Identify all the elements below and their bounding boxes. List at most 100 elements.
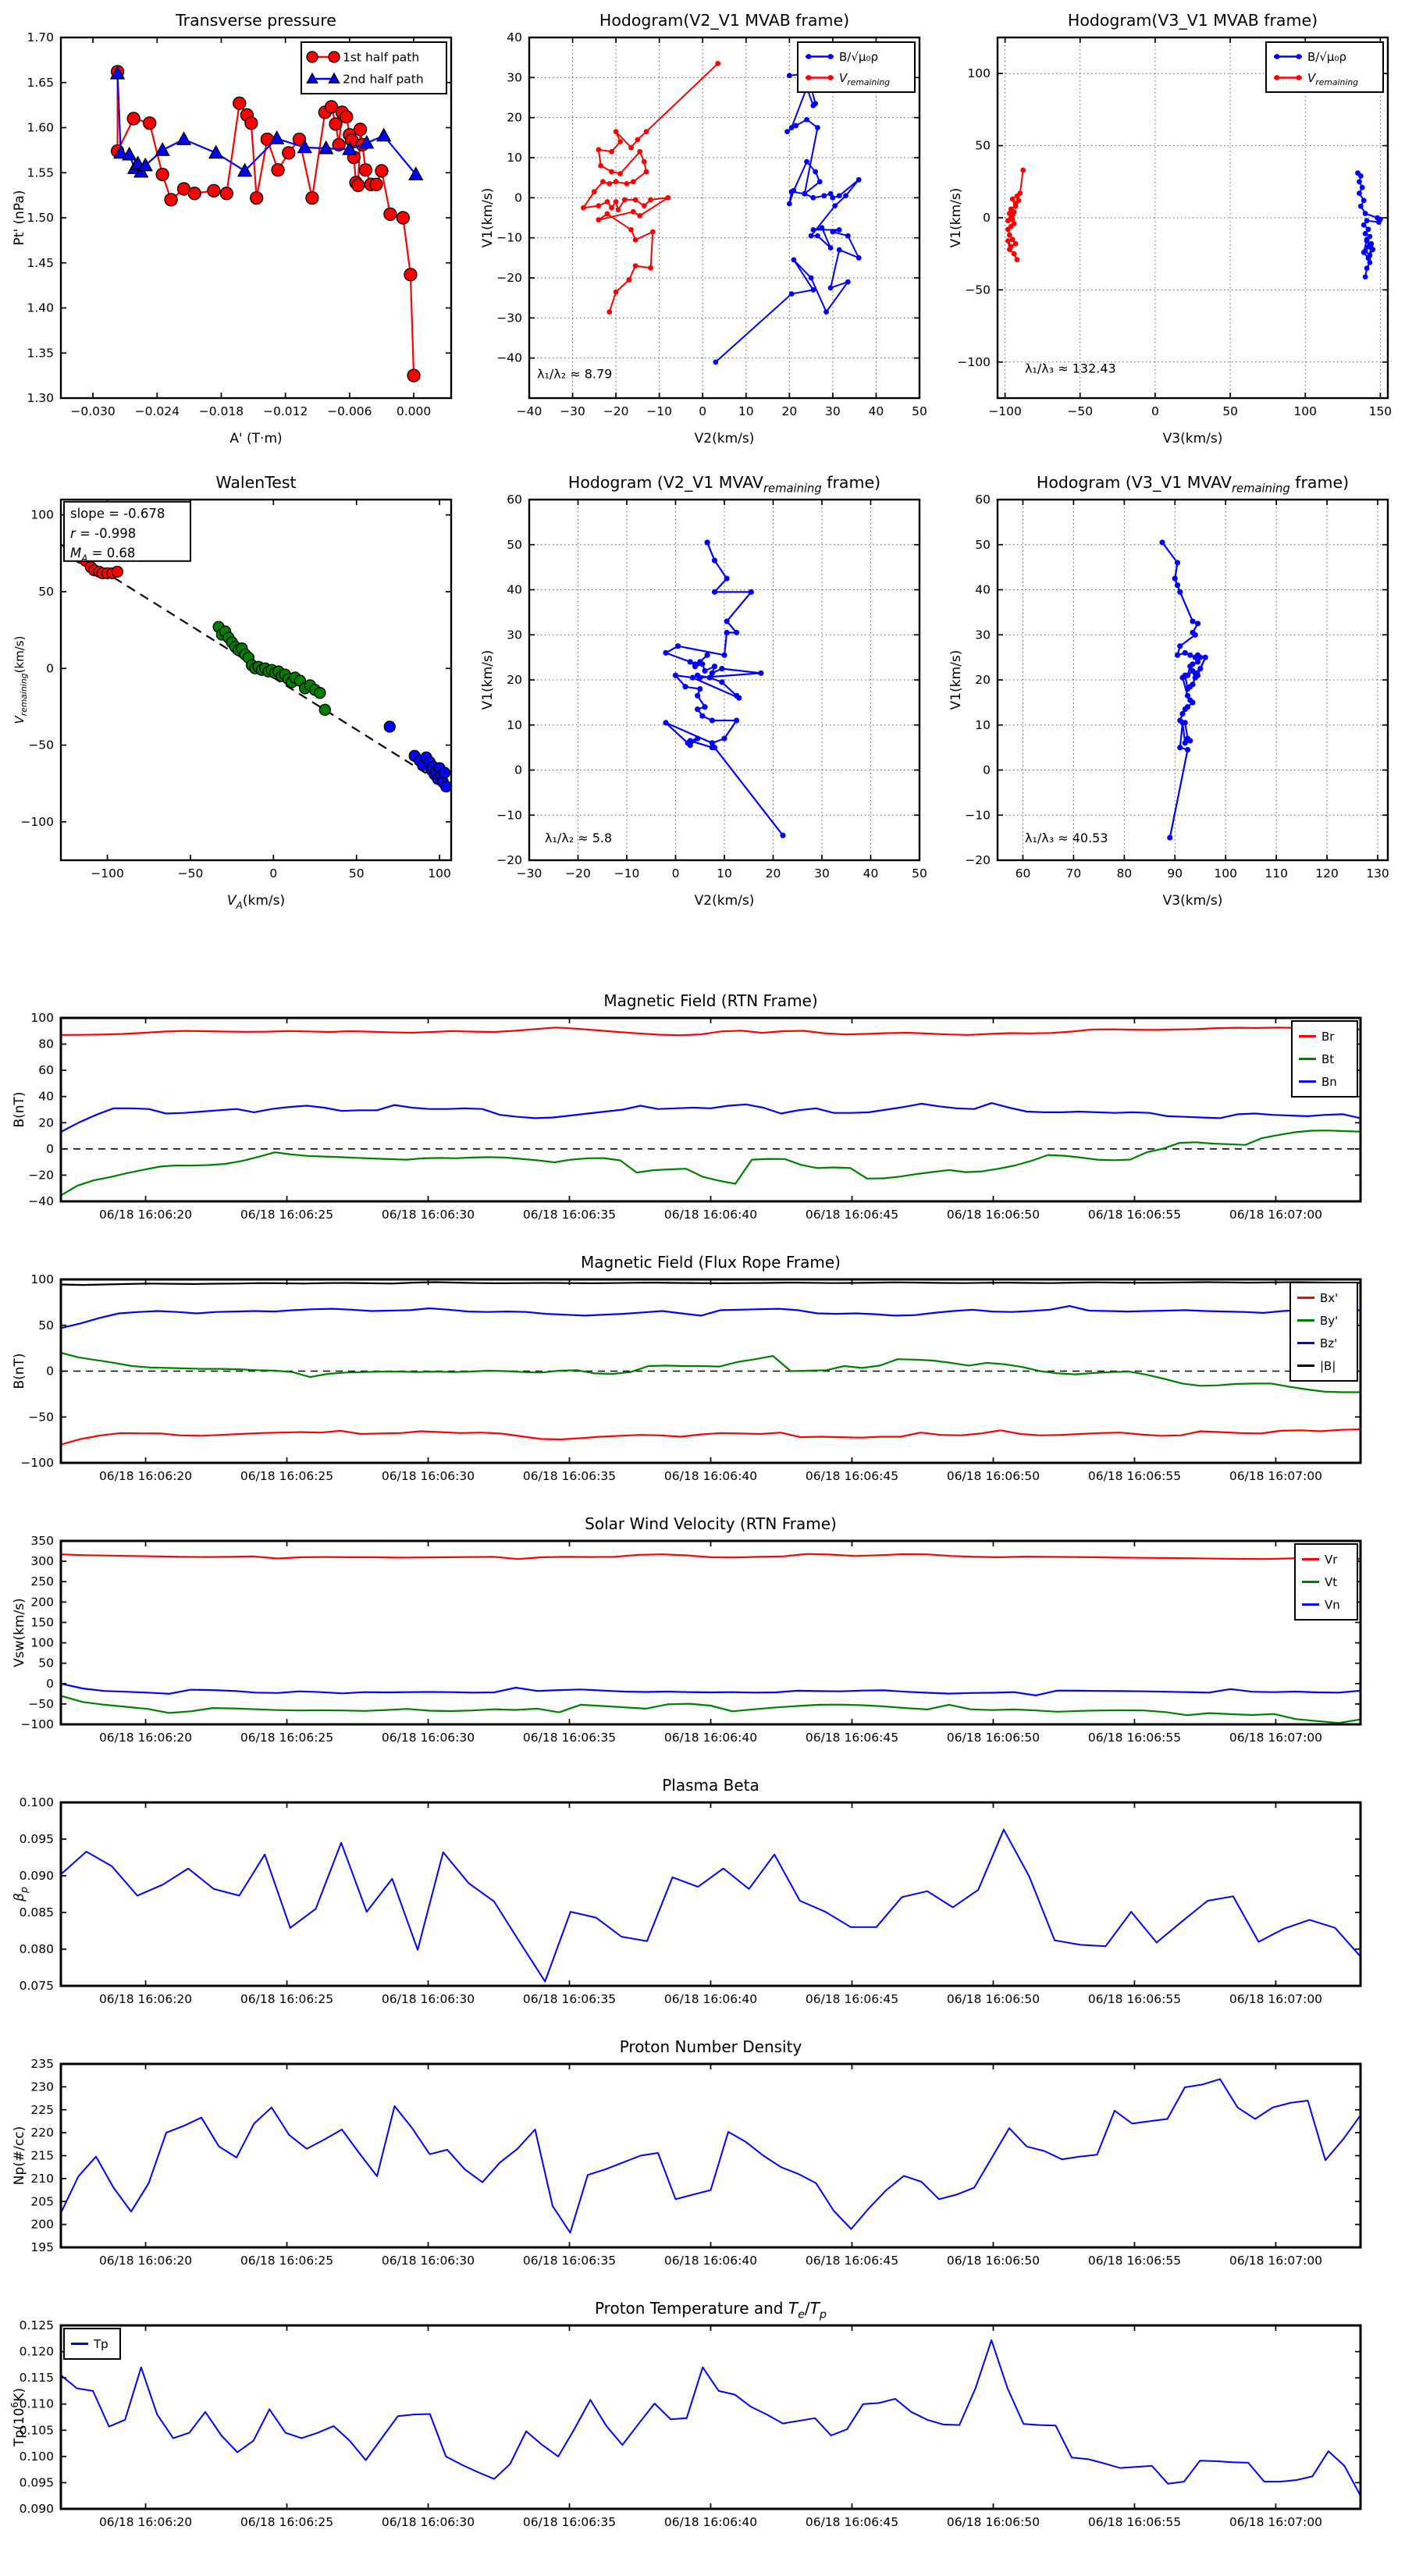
- triangle-marker: [137, 157, 153, 172]
- proton-temperature-svg: 06/18 16:06:20 06/18 16:06:25 06/18 16:06:…: [9, 2299, 1362, 2529]
- y-tick-label: 0.090: [20, 1869, 54, 1883]
- dot-marker: [827, 245, 834, 251]
- ticks: [61, 2063, 1361, 2248]
- dot-marker: [804, 158, 809, 165]
- y-tick-label: 60: [38, 1063, 54, 1077]
- dot-marker: [810, 287, 816, 293]
- y-tick-label: −100: [20, 815, 54, 829]
- legend-label: Br: [1321, 1030, 1335, 1044]
- dot-marker: [832, 203, 838, 208]
- triangle-marker: [113, 144, 129, 159]
- y-tick-label: 50: [975, 538, 991, 552]
- dot-marker: [711, 589, 718, 595]
- y-tick-label: 20: [507, 673, 522, 687]
- x-tick-label: 100: [428, 866, 451, 881]
- y-tick-label: 225: [30, 2103, 54, 2117]
- legend-label: Vn: [1325, 1598, 1340, 1612]
- ticks: [528, 499, 920, 861]
- series-Bx': [60, 1429, 1361, 1446]
- dot-marker: [830, 229, 836, 235]
- x-tick-label: 0: [1151, 404, 1159, 418]
- dot-marker: [1362, 211, 1368, 216]
- x-tick-label: 06/18 16:06:55: [1088, 1731, 1181, 1745]
- legend-label: 2nd half path: [343, 73, 424, 87]
- plot-transverse-pressure: −0.030 −0.024 −0.018 −0.012 −0.006 0.000 1.30 1…: [0, 0, 468, 462]
- y-tick-label: 205: [30, 2194, 54, 2208]
- x-tick-label: 06/18 16:06:55: [1088, 2515, 1181, 2529]
- dot-marker: [815, 125, 820, 130]
- dot-marker: [1174, 582, 1181, 589]
- series-V: [663, 539, 786, 838]
- dot-marker: [702, 667, 708, 674]
- dot-marker: [1365, 255, 1371, 262]
- x-tick-label: 06/18 16:06:40: [664, 2254, 757, 2268]
- dot-marker: [1184, 692, 1191, 699]
- x-tick-label: 06/18 16:06:50: [947, 1208, 1040, 1222]
- dot-marker: [1005, 218, 1011, 224]
- dot-marker: [702, 704, 708, 710]
- dot-marker: [643, 129, 649, 135]
- x-tick-label: −40: [517, 404, 542, 418]
- dot-marker: [207, 183, 221, 198]
- x-tick-label: 06/18 16:06:25: [240, 1469, 333, 1483]
- dot-marker: [1005, 238, 1011, 244]
- y-axis-label: βp: [12, 1887, 30, 1902]
- x-tick-label: 06/18 16:07:00: [1229, 1469, 1322, 1483]
- dot-marker: [369, 177, 383, 191]
- dot-marker: [375, 164, 389, 178]
- ticks: [528, 37, 920, 398]
- y-tick-label: −40: [28, 1194, 54, 1208]
- dot-marker: [617, 171, 624, 176]
- series-Vn: [60, 1682, 1361, 1696]
- x-tick-label: 06/18 16:06:55: [1088, 1208, 1181, 1222]
- y-tick-label: 80: [38, 1037, 54, 1051]
- magnetic-field-flux-rope-svg: 06/18 16:06:20 06/18 16:06:25 06/18 16:06:…: [12, 1253, 1362, 1483]
- fit-line: [60, 543, 452, 790]
- y-tick-label: 0: [46, 661, 54, 675]
- y-axis-label: V1(km/s): [948, 188, 964, 248]
- y-tick-label: −100: [957, 355, 991, 369]
- x-tick-label: 50: [1222, 404, 1238, 418]
- chart-title: Solar Wind Velocity (RTN Frame): [585, 1514, 837, 1533]
- dot-marker: [1184, 746, 1191, 753]
- chart-title: Plasma Beta: [662, 1776, 759, 1795]
- series-Vremaining: [1005, 167, 1026, 262]
- x-tick-label: 06/18 16:06:45: [806, 2254, 898, 2268]
- x-tick-label: −100: [91, 866, 124, 881]
- legend-label: Vr: [1325, 1553, 1338, 1567]
- triangle-marker: [208, 144, 224, 159]
- dot-marker: [332, 137, 346, 152]
- x-tick-label: 0: [699, 404, 706, 418]
- dot-marker: [1184, 685, 1191, 692]
- dot-marker: [1159, 539, 1165, 546]
- legend: B/√μ₀ρ Vremaining: [1265, 41, 1384, 93]
- y-tick-label: 200: [30, 2218, 54, 2232]
- dot-marker: [813, 101, 819, 107]
- x-tick-label: 130: [1366, 866, 1389, 881]
- y-tick-label: 50: [975, 139, 991, 153]
- dot-marker: [836, 247, 842, 253]
- dot-marker: [665, 194, 671, 201]
- y-tick-label: 60: [507, 493, 522, 507]
- dot-marker: [314, 687, 326, 699]
- x-tick-label: −20: [603, 404, 629, 418]
- dot-marker: [836, 227, 842, 233]
- dot-marker: [827, 190, 834, 197]
- dot-marker: [1014, 193, 1020, 199]
- x-tick-label: 06/18 16:06:35: [523, 2515, 616, 2529]
- x-axis-label: V3(km/s): [1163, 893, 1223, 909]
- y-axis-label: Vsw(km/s): [12, 1598, 27, 1667]
- triangle-marker: [237, 162, 253, 177]
- dot-marker: [1202, 654, 1208, 660]
- dot-marker: [843, 193, 848, 199]
- series-Vr: [60, 1553, 1361, 1560]
- plot-walen-test: −100 −50 0 50 100 −100 −50 0 50 100 WalenTest VA(km…: [0, 462, 468, 924]
- x-tick-label: 100: [1293, 404, 1317, 418]
- dot-marker: [1006, 247, 1012, 253]
- plot-hodogram-v2v1-mvav: −30 −20 −10 0 10 20 30 40 50 −20 −10 0 10 20 30 40 50 60 H…: [468, 462, 937, 924]
- dot-marker: [604, 211, 610, 217]
- dot-marker: [635, 137, 641, 143]
- x-tick-label: 06/18 16:06:55: [1088, 1992, 1181, 2006]
- dot-marker: [613, 289, 619, 295]
- dot-marker: [628, 144, 634, 151]
